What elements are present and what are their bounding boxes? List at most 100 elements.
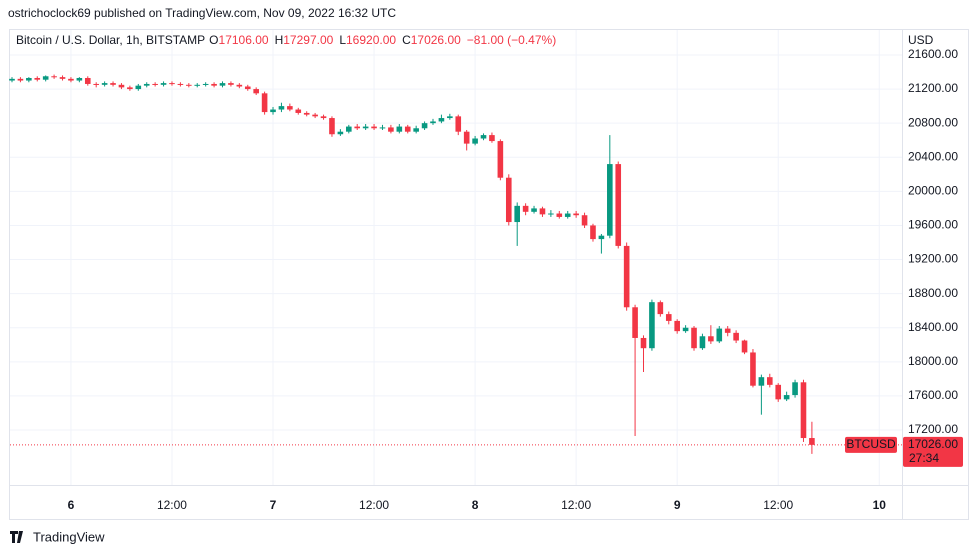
candle-body — [278, 106, 285, 110]
candle-body — [573, 213, 579, 216]
candle-body — [590, 225, 596, 240]
candle-body — [649, 302, 655, 349]
candle-body — [480, 135, 487, 139]
x-tick-label: 12:00 — [157, 498, 187, 512]
y-tick-label: 21200.00 — [908, 81, 958, 95]
candle-body — [430, 121, 436, 124]
candle-body — [447, 116, 453, 119]
y-tick-label: 17600.00 — [908, 388, 958, 402]
candle-body — [388, 127, 394, 132]
candle-body — [640, 337, 647, 349]
candle-body — [716, 328, 723, 342]
candle-body — [303, 112, 310, 115]
ohlc-value: 17297.00 — [283, 33, 333, 47]
ohlc-key: L — [339, 33, 346, 47]
candle-body — [177, 83, 184, 85]
candle-body — [674, 320, 680, 332]
chart-frame — [9, 29, 969, 520]
candle-body — [270, 109, 276, 113]
candle-body — [329, 118, 335, 135]
candle-body — [169, 83, 175, 85]
candle-body — [522, 205, 529, 212]
ohlc-value: 17026.00 — [411, 33, 461, 47]
candle-body — [623, 245, 630, 308]
x-tick-label: 10 — [873, 498, 887, 512]
y-unit: USD — [908, 33, 934, 47]
candle-body — [320, 116, 327, 119]
legend: Bitcoin / U.S. Dollar, 1h, BITSTAMP O1710… — [16, 33, 556, 47]
candle-body — [758, 377, 765, 386]
candle-body — [531, 208, 537, 212]
candle-body — [26, 77, 32, 81]
candle-body — [34, 77, 41, 80]
candle-body — [699, 336, 706, 349]
candle-body — [489, 135, 495, 142]
candle-body — [421, 123, 428, 129]
candle-body — [160, 83, 167, 85]
ohlc-value: 17106.00 — [219, 33, 269, 47]
candle-body — [312, 114, 318, 117]
candle-body — [497, 141, 504, 178]
candle-body — [135, 85, 142, 90]
candle-body — [396, 126, 403, 132]
candle-body — [295, 109, 302, 113]
ohlc-key: C — [402, 33, 411, 47]
publisher: ostrichoclock69 published on TradingView… — [8, 6, 396, 20]
x-tick-label: 6 — [68, 498, 75, 512]
candle-body — [68, 78, 74, 81]
candle-body — [556, 213, 563, 217]
y-tick-label: 20000.00 — [908, 184, 958, 198]
candle-body — [228, 83, 234, 85]
candle-body — [236, 84, 243, 87]
candle-body — [413, 128, 419, 132]
y-tick-label: 17200.00 — [908, 422, 958, 436]
candle-body — [404, 126, 411, 132]
brand: TradingView — [33, 529, 105, 544]
candle-body — [665, 314, 672, 321]
candle-body — [253, 89, 259, 94]
price-tag — [903, 436, 963, 467]
candle-body — [564, 213, 571, 217]
candle-body — [708, 336, 714, 342]
candle-body — [607, 164, 613, 236]
change: −81.00 (−0.47%) — [467, 33, 556, 47]
candle-body — [202, 83, 209, 85]
candle-body — [455, 116, 462, 132]
candle-body — [783, 395, 790, 400]
candle-body — [741, 340, 748, 353]
candle-body — [615, 164, 622, 246]
candle-body — [362, 126, 369, 129]
candle-body — [792, 382, 798, 396]
candle-body — [118, 84, 125, 88]
candle-body — [59, 77, 66, 79]
candle-body — [76, 77, 83, 81]
candle-body — [514, 205, 520, 223]
x-tick-label: 8 — [472, 498, 479, 512]
candle-body — [17, 78, 24, 81]
candle-body — [800, 382, 807, 439]
candle-body — [767, 377, 773, 385]
symbol-title: Bitcoin / U.S. Dollar, 1h, BITSTAMP — [16, 33, 205, 47]
y-tick-label: 19600.00 — [908, 218, 958, 232]
candle-body — [84, 77, 91, 84]
y-tick-label: 20800.00 — [908, 115, 958, 129]
x-tick-label: 12:00 — [763, 498, 793, 512]
candle-body — [581, 215, 588, 226]
candle-body — [438, 118, 445, 122]
candle-body — [152, 83, 158, 85]
candle-body — [775, 384, 782, 400]
candle-body — [110, 83, 116, 85]
candle-body — [691, 327, 697, 349]
candle-body — [42, 76, 49, 80]
candle-body — [371, 126, 377, 129]
candle-body — [632, 307, 638, 338]
ohlc-value: 16920.00 — [346, 33, 396, 47]
candle-body — [354, 126, 361, 129]
candle-body — [463, 131, 470, 144]
candle-body — [194, 84, 201, 86]
x-tick-label: 7 — [270, 498, 277, 512]
candle-body — [657, 302, 664, 315]
symbol-tag — [845, 436, 897, 453]
